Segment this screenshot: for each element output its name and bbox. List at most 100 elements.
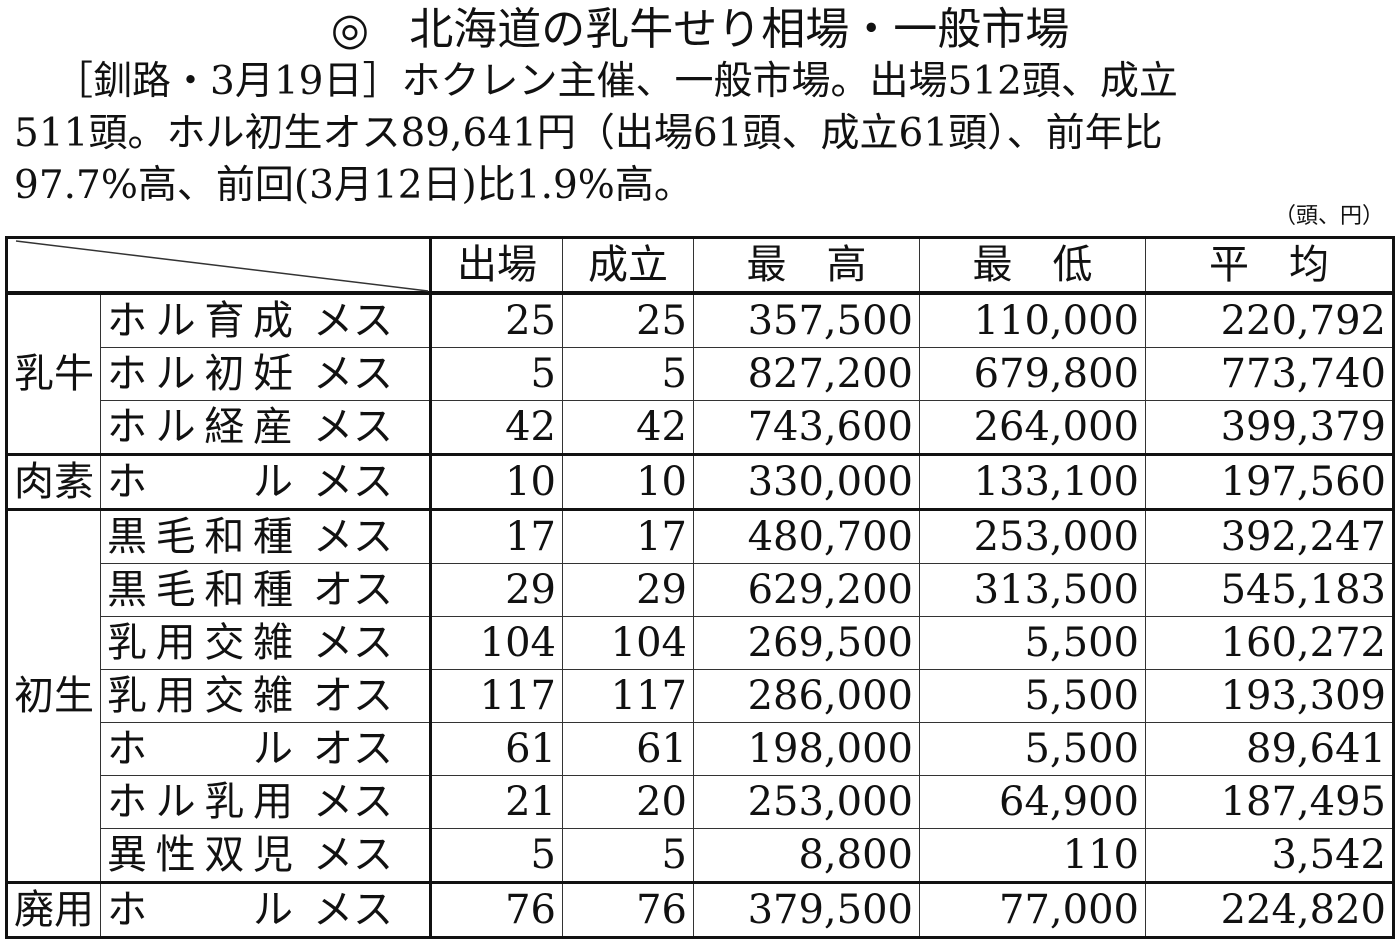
article-title: ◎ 北海道の乳牛せり相場・一般市場 bbox=[0, 4, 1400, 56]
avg-cell: 197,560 bbox=[1145, 454, 1394, 510]
max-cell: 330,000 bbox=[693, 454, 920, 510]
table-row: 黒毛和種 オス 29 29 629,200 313,500 545,183 bbox=[7, 563, 1394, 617]
max-cell: 480,700 bbox=[693, 509, 920, 564]
col-header: 最 低 bbox=[919, 237, 1146, 294]
col-header: 平 均 bbox=[1145, 237, 1394, 294]
table-row: 乳用交雑 メス 104 104 269,500 5,500 160,272 bbox=[7, 616, 1394, 670]
table-row: ホル初妊 メス 5 5 827,200 679,800 773,740 bbox=[7, 347, 1394, 401]
article-body: ［釧路・3月19日］ホクレン主催、一般市場。出場512頭、成立 511頭。ホル初… bbox=[14, 56, 1390, 212]
avg-cell: 399,379 bbox=[1145, 400, 1394, 455]
type-cell: ホル メス bbox=[100, 882, 432, 938]
listed-cell: 104 bbox=[430, 616, 563, 670]
avg-cell: 392,247 bbox=[1145, 509, 1394, 564]
type-name: ホル経産 bbox=[107, 404, 293, 450]
listed-cell: 42 bbox=[430, 400, 563, 455]
max-cell: 827,200 bbox=[693, 347, 920, 401]
sold-cell: 25 bbox=[562, 292, 694, 348]
sex-label: メス bbox=[313, 351, 393, 397]
sex-label: メス bbox=[313, 298, 393, 344]
min-cell: 133,100 bbox=[919, 454, 1146, 510]
category-cell: 乳牛 bbox=[6, 292, 101, 455]
unit-label: （頭、円） bbox=[1273, 204, 1384, 229]
double-circle-icon: ◎ bbox=[330, 4, 370, 55]
sold-cell: 76 bbox=[562, 882, 694, 938]
title-text: 北海道の乳牛せり相場・一般市場 bbox=[409, 4, 1070, 55]
type-name: 乳用交雑 bbox=[107, 673, 293, 719]
listed-cell: 29 bbox=[430, 563, 563, 617]
category-cell: 初生 bbox=[6, 509, 101, 883]
table-row: 乳牛 ホル育成 メス 25 25 357,500 110,000 220,792 bbox=[6, 292, 1394, 455]
listed-cell: 117 bbox=[430, 669, 563, 723]
table-row: 廃用 ホル メス 76 76 379,500 77,000 224,820 bbox=[6, 882, 1394, 938]
sex-label: メス bbox=[313, 779, 393, 825]
max-cell: 253,000 bbox=[693, 775, 920, 829]
type-name: ホル bbox=[107, 887, 293, 933]
table-row: ホル乳用 メス 21 20 253,000 64,900 187,495 bbox=[7, 775, 1394, 829]
type-name: 黒毛和種 bbox=[107, 567, 293, 613]
listed-cell: 61 bbox=[430, 722, 563, 776]
listed-cell: 17 bbox=[430, 509, 563, 564]
type-cell: 乳用交雑 オス bbox=[100, 669, 432, 723]
listed-cell: 76 bbox=[430, 882, 563, 938]
min-cell: 5,500 bbox=[919, 616, 1146, 670]
type-cell: 乳用交雑 メス bbox=[100, 616, 432, 670]
sold-cell: 17 bbox=[562, 509, 694, 564]
category-cell: 肉素 bbox=[6, 454, 101, 510]
type-cell: ホル育成 メス bbox=[100, 292, 432, 348]
table-row: 乳用交雑 オス 117 117 286,000 5,500 193,309 bbox=[7, 669, 1394, 723]
listed-cell: 25 bbox=[430, 292, 563, 348]
table-row: 異性双児 メス 5 5 8,800 110 3,542 bbox=[7, 828, 1394, 883]
avg-cell: 187,495 bbox=[1145, 775, 1394, 829]
max-cell: 198,000 bbox=[693, 722, 920, 776]
type-cell: 黒毛和種 オス bbox=[100, 563, 432, 617]
table-row: 初生 黒毛和種 メス 17 17 480,700 253,000 392,247 bbox=[6, 509, 1394, 883]
min-cell: 253,000 bbox=[919, 509, 1146, 564]
type-cell: ホル オス bbox=[100, 722, 432, 776]
max-cell: 357,500 bbox=[693, 292, 920, 348]
min-cell: 64,900 bbox=[919, 775, 1146, 829]
sold-cell: 104 bbox=[562, 616, 694, 670]
body-line: 511頭。ホル初生オス89,641円（出場61頭、成立61頭）、前年比 bbox=[14, 111, 1163, 156]
type-cell: 黒毛和種 メス bbox=[100, 509, 432, 564]
type-name: 異性双児 bbox=[107, 832, 293, 878]
body-line: 97.7%高、前回(3月12日)比1.9%高。 bbox=[14, 163, 693, 208]
listed-cell: 10 bbox=[430, 454, 563, 510]
avg-cell: 773,740 bbox=[1145, 347, 1394, 401]
type-name: ホル乳用 bbox=[107, 779, 293, 825]
table-row: ホル経産 メス 42 42 743,600 264,000 399,379 bbox=[7, 400, 1394, 455]
max-cell: 379,500 bbox=[693, 882, 920, 938]
col-header: 成立 bbox=[562, 237, 694, 294]
type-name: 乳用交雑 bbox=[107, 620, 293, 666]
avg-cell: 224,820 bbox=[1145, 882, 1394, 938]
type-name: ホル bbox=[107, 459, 293, 505]
type-name: 黒毛和種 bbox=[107, 514, 293, 560]
sold-cell: 20 bbox=[562, 775, 694, 829]
listed-cell: 5 bbox=[430, 347, 563, 401]
sold-cell: 61 bbox=[562, 722, 694, 776]
sex-label: メス bbox=[313, 832, 393, 878]
avg-cell: 89,641 bbox=[1145, 722, 1394, 776]
table-row: 肉素 ホル メス 10 10 330,000 133,100 197,560 bbox=[6, 454, 1394, 510]
avg-cell: 545,183 bbox=[1145, 563, 1394, 617]
min-cell: 110,000 bbox=[919, 292, 1146, 348]
col-header: 出場 bbox=[430, 237, 563, 294]
price-table: 出場 成立 最 高 最 低 平 均 乳牛 ホル育成 メス 25 25 357,500 110… bbox=[5, 236, 1395, 939]
type-cell: ホル メス bbox=[100, 454, 432, 510]
sex-label: メス bbox=[313, 514, 393, 560]
col-header: 最 高 bbox=[693, 237, 920, 294]
type-cell: 異性双児 メス bbox=[100, 828, 432, 883]
avg-cell: 220,792 bbox=[1145, 292, 1394, 348]
min-cell: 264,000 bbox=[919, 400, 1146, 455]
sold-cell: 5 bbox=[562, 347, 694, 401]
sex-label: メス bbox=[313, 887, 393, 933]
min-cell: 5,500 bbox=[919, 669, 1146, 723]
min-cell: 77,000 bbox=[919, 882, 1146, 938]
max-cell: 8,800 bbox=[693, 828, 920, 883]
table-row: ホル オス 61 61 198,000 5,500 89,641 bbox=[7, 722, 1394, 776]
sold-cell: 5 bbox=[562, 828, 694, 883]
listed-cell: 21 bbox=[430, 775, 563, 829]
sex-label: オス bbox=[313, 567, 393, 613]
type-name: ホル育成 bbox=[107, 298, 293, 344]
min-cell: 313,500 bbox=[919, 563, 1146, 617]
category-cell: 廃用 bbox=[6, 882, 101, 938]
